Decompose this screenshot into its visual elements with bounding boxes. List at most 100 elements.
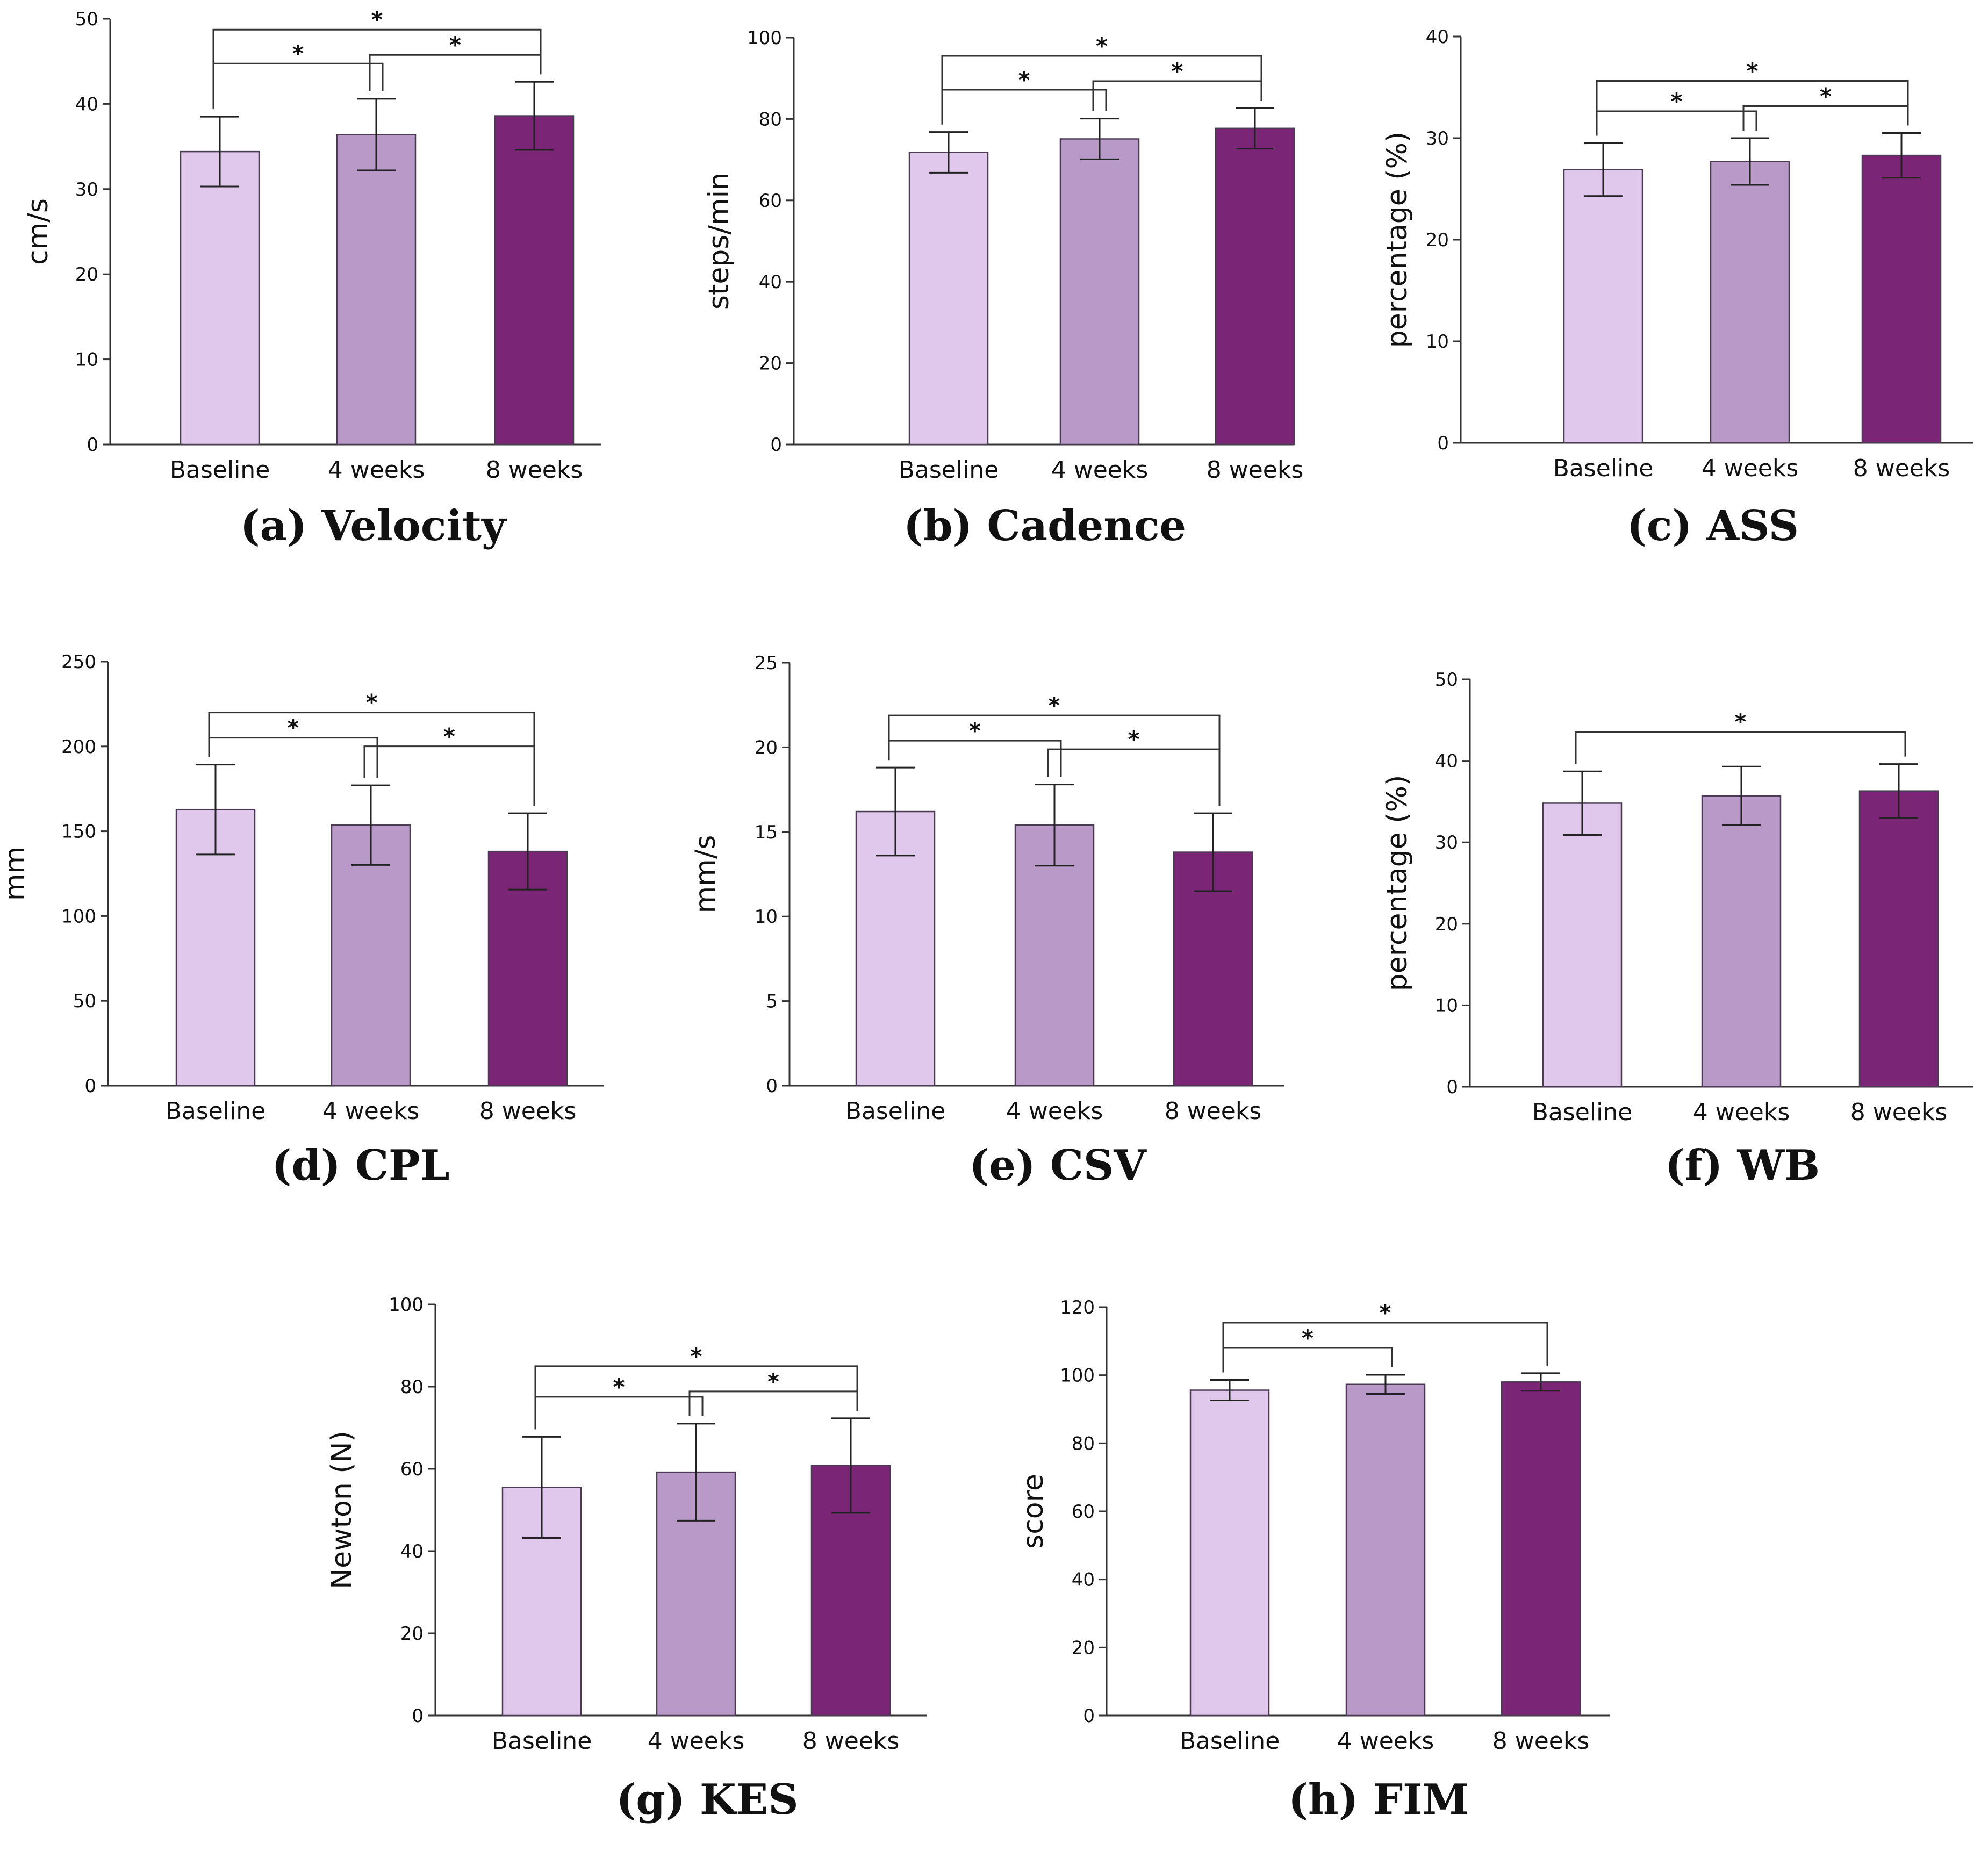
significance-bracket [1742, 105, 1909, 131]
y-axis-label: mm/s [690, 835, 722, 914]
bar-d-2 [487, 850, 568, 1087]
y-tick-label: 50 [73, 991, 96, 1012]
significance-bracket [208, 712, 535, 806]
bar-f-1 [1701, 795, 1782, 1088]
significance-star: * [969, 718, 981, 744]
significance-bracket [363, 745, 535, 806]
y-tick-label: 0 [770, 434, 782, 456]
y-tick-label: 100 [747, 27, 782, 49]
bar-a-0 [180, 150, 260, 446]
y-tick-label: 10 [75, 349, 98, 371]
y-axis-label: score [1017, 1474, 1050, 1549]
x-tick-label: 8 weeks [1853, 455, 1950, 482]
significance-star: * [292, 40, 304, 67]
significance-bracket [1222, 1347, 1393, 1373]
bar-f-0 [1542, 802, 1623, 1088]
x-tick-label: Baseline [1532, 1099, 1633, 1126]
x-tick-label: 8 weeks [1850, 1099, 1948, 1126]
x-tick-label: 4 weeks [1693, 1099, 1790, 1126]
y-tick-label: 10 [755, 906, 778, 928]
significance-star: * [449, 32, 461, 58]
bar-a-2 [494, 115, 575, 446]
y-tick-label: 40 [1072, 1569, 1095, 1591]
y-tick-label: 25 [755, 652, 778, 674]
significance-star: * [613, 1374, 625, 1400]
bar-b-2 [1215, 127, 1295, 446]
x-tick-label: Baseline [166, 1097, 266, 1125]
bar-e-1 [1014, 824, 1095, 1087]
chart-panel-b: 0 20 40 60 80 100 steps/min Baseline 4 weeks 8 we… [703, 27, 1303, 550]
x-tick-label: Baseline [1180, 1727, 1280, 1755]
x-tick-label: 4 weeks [1051, 456, 1149, 484]
y-tick-label: 40 [1435, 751, 1458, 772]
panel-title-b: (b) Cadence [903, 501, 1186, 550]
bar-b-0 [908, 152, 989, 446]
panel-title-f: (f) WB [1665, 1141, 1820, 1190]
significance-bracket [888, 740, 1062, 777]
bar-c-1 [1710, 161, 1790, 444]
y-tick-label: 100 [61, 906, 96, 927]
chart-panel-a: 0 10 20 30 40 50 cm/s Baseline 4 weeks 8 weeks * * *… [22, 6, 601, 550]
significance-star: * [371, 6, 383, 33]
y-tick-label: 100 [1060, 1365, 1095, 1387]
y-tick-label: 80 [759, 109, 782, 130]
chart-panel-h: 0 20 40 60 80 100 120 score Baseline 4 weeks 8 wee… [1017, 1297, 1610, 1824]
significance-star: * [1747, 58, 1759, 84]
bar-h-1 [1345, 1383, 1426, 1717]
y-tick-label: 50 [1435, 669, 1458, 691]
bar-b-1 [1059, 138, 1140, 446]
bar-c-2 [1861, 154, 1942, 444]
x-tick-label: 8 weeks [1165, 1097, 1262, 1125]
y-tick-label: 60 [400, 1459, 424, 1480]
significance-bracket [1222, 1322, 1548, 1373]
y-tick-label: 40 [400, 1541, 424, 1562]
y-tick-label: 5 [766, 991, 778, 1013]
chart-panel-d: 0 50 100 150 200 250 mm Baseline 4 weeks 8 weeks *… [0, 651, 604, 1190]
x-tick-label: 4 weeks [1702, 455, 1799, 482]
significance-star: * [1128, 726, 1140, 752]
chart-panel-c: 0 10 20 30 40 percentage (%) Baseline 4 weeks 8 … [1381, 26, 1973, 550]
y-tick-label: 0 [1437, 433, 1449, 454]
significance-bracket [1596, 110, 1757, 136]
y-tick-label: 20 [1072, 1637, 1095, 1659]
bar-d-0 [175, 808, 256, 1087]
y-tick-label: 0 [87, 434, 98, 456]
y-tick-label: 0 [84, 1075, 96, 1097]
significance-star: * [1018, 67, 1030, 93]
significance-bracket [941, 55, 1262, 125]
y-tick-label: 15 [755, 822, 778, 843]
significance-bracket [888, 714, 1221, 806]
y-tick-label: 60 [759, 190, 782, 212]
significance-star: * [288, 715, 299, 741]
y-tick-label: 20 [1435, 914, 1458, 935]
chart-panel-e: 0 5 10 15 20 25 mm/s Baseline 4 weeks 8 weeks * * * (… [690, 652, 1284, 1190]
y-axis-label: steps/min [703, 173, 735, 310]
bar-a-1 [336, 134, 417, 446]
y-tick-label: 10 [1426, 331, 1449, 353]
significance-bracket [369, 54, 542, 91]
y-axis-label: percentage (%) [1381, 132, 1413, 348]
y-tick-label: 30 [75, 179, 98, 200]
x-tick-label: Baseline [1553, 455, 1654, 482]
significance-star: * [1096, 33, 1108, 59]
y-axis-label: mm [0, 846, 31, 901]
y-axis-label: percentage (%) [1381, 775, 1413, 992]
y-tick-label: 0 [412, 1705, 424, 1727]
y-tick-label: 10 [1435, 995, 1458, 1016]
y-tick-label: 100 [389, 1294, 424, 1316]
significance-star: * [1820, 83, 1832, 110]
bar-f-2 [1858, 790, 1939, 1088]
bar-h-0 [1189, 1389, 1270, 1717]
x-tick-label: 4 weeks [1006, 1097, 1103, 1125]
significance-bracket [1047, 748, 1221, 806]
x-tick-label: 8 weeks [802, 1727, 900, 1755]
panel-title-a: (a) Velocity [240, 501, 507, 550]
y-tick-label: 50 [75, 9, 98, 30]
y-tick-label: 80 [400, 1376, 424, 1398]
x-tick-label: 8 weeks [486, 456, 583, 484]
x-tick-label: 8 weeks [1492, 1727, 1590, 1755]
x-tick-label: Baseline [899, 456, 999, 484]
panel-title-e: (e) CSV [969, 1141, 1147, 1190]
panel-title-d: (d) CPL [271, 1141, 449, 1190]
